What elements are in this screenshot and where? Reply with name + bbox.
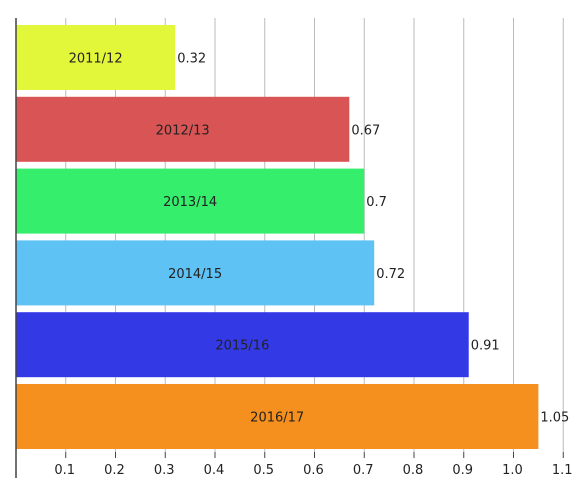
- x-tick-label: 0.9: [452, 463, 473, 478]
- bar-value-label: 0.7: [366, 195, 387, 210]
- bar-category-label: 2014/15: [168, 267, 222, 282]
- bars: [16, 25, 539, 449]
- bar: [16, 168, 365, 234]
- bar: [16, 312, 469, 378]
- bar-value-label: 0.72: [376, 267, 405, 282]
- bar-category-label: 2011/12: [69, 52, 123, 67]
- bar-category-label: 2013/14: [163, 195, 217, 210]
- x-tick-label: 1.1: [552, 463, 573, 478]
- bar-value-label: 0.32: [177, 52, 206, 67]
- bar-category-label: 2016/17: [250, 411, 304, 426]
- bar-value-label: 0.91: [471, 339, 500, 354]
- x-tick-label: 0.3: [154, 463, 175, 478]
- bar: [16, 96, 350, 162]
- x-tick-label: 1.0: [502, 463, 523, 478]
- bar: [16, 384, 539, 449]
- x-tick-label: 0.2: [104, 463, 125, 478]
- bar-value-label: 1.05: [540, 411, 569, 426]
- x-tick-label: 0.4: [204, 463, 225, 478]
- axes: 0.1 0.2 0.3 0.4 0.5 0.6 0.7 0.8 0.9 1.0 1.1: [15, 18, 573, 478]
- gridlines: [65, 18, 564, 452]
- x-tick-label: 0.5: [253, 463, 274, 478]
- bar-category-label: 2015/16: [215, 339, 269, 354]
- bar-category-label: 2012/13: [156, 123, 210, 138]
- x-tick-label: 0.8: [403, 463, 424, 478]
- x-tick-label: 0.1: [54, 463, 75, 478]
- x-tick-label: 0.7: [353, 463, 374, 478]
- x-tick-label: 0.6: [303, 463, 324, 478]
- bar: [16, 240, 375, 306]
- labels: 2011/12 0.32 2012/13 0.67 2013/14 0.7 2014/15 0…: [69, 52, 570, 426]
- bar-value-label: 0.67: [351, 123, 380, 138]
- bar: [16, 25, 176, 90]
